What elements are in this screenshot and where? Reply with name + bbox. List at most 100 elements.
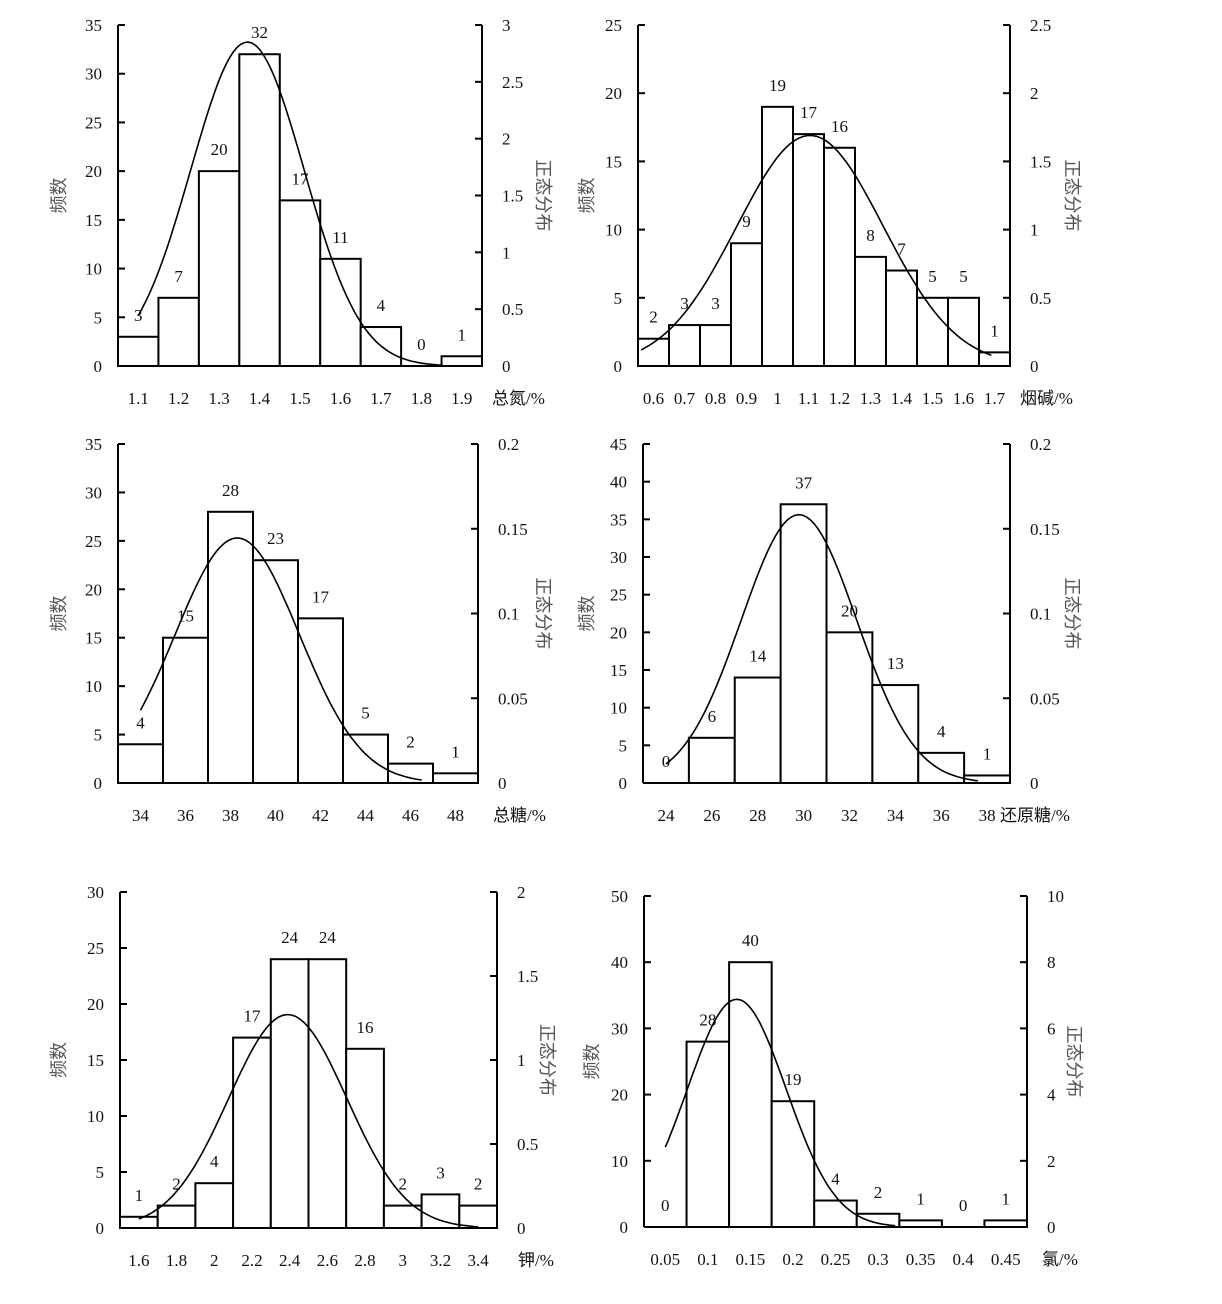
bar-value-label: 19: [769, 76, 786, 95]
histogram-bar: [668, 324, 701, 367]
x-tick-label: 40: [267, 806, 284, 825]
histogram-bar: [885, 269, 918, 367]
x-tick-label: 1.3: [208, 389, 229, 408]
y-right-tick-label: 0: [1030, 774, 1039, 793]
bar-value-label: 28: [699, 1011, 716, 1030]
histogram-bar: [238, 53, 281, 367]
y-right-tick-label: 6: [1047, 1019, 1056, 1038]
x-tick-label: 0.7: [674, 389, 696, 408]
bar-value-label: 1: [983, 744, 992, 763]
normal-distribution-curve: [138, 1013, 479, 1228]
histogram-bar: [458, 1204, 498, 1229]
y-tick-label: 5: [94, 726, 103, 745]
bar-value-label: 16: [357, 1018, 374, 1037]
y-right-tick-label: 0.1: [498, 605, 519, 624]
y-right-tick-label: 2: [502, 130, 511, 149]
y-right-tick-label: 0.15: [1030, 520, 1060, 539]
y-right-title: 正态分布: [1062, 578, 1082, 650]
y-right-tick-label: 1.5: [502, 187, 523, 206]
bar-value-label: 2: [172, 1175, 181, 1194]
y-tick-label: 0: [614, 357, 623, 376]
histogram-bar: [685, 1040, 731, 1229]
histogram-bar: [117, 743, 164, 784]
x-tick-label: 1.3: [860, 389, 881, 408]
x-tick-label: 1.4: [249, 389, 271, 408]
y-tick-label: 15: [610, 661, 627, 680]
histogram-bar: [728, 961, 773, 1228]
x-tick-label: 44: [357, 806, 375, 825]
x-tick-label: 1.6: [953, 389, 974, 408]
y-right-title: 正态分布: [1062, 160, 1082, 232]
histogram-bar: [382, 1204, 423, 1229]
y-tick-label: 5: [614, 289, 623, 308]
bar-value-label: 40: [742, 931, 759, 950]
y-left-title: 频数: [49, 178, 69, 214]
bar-value-label: 32: [251, 23, 268, 42]
bar-value-label: 4: [937, 722, 946, 741]
x-tick-label: 1.8: [411, 389, 432, 408]
y-right-tick-label: 0.05: [498, 689, 528, 708]
bar-value-label: 0: [662, 752, 671, 771]
y-tick-label: 45: [610, 435, 627, 454]
y-tick-label: 0: [620, 1218, 629, 1237]
x-tick-label: 48: [447, 806, 464, 825]
bar-value-label: 0: [417, 335, 426, 354]
y-right-tick-label: 4: [1047, 1086, 1056, 1105]
y-right-tick-label: 0.2: [1030, 435, 1051, 454]
histogram-panel-3: 4341536283823401742544246148051015202530…: [49, 435, 553, 825]
bar-value-label: 6: [708, 707, 717, 726]
histogram-bar: [432, 772, 479, 784]
y-right-tick-label: 1.5: [1030, 152, 1051, 171]
bar-value-label: 14: [749, 647, 767, 666]
y-tick-label: 0: [94, 357, 103, 376]
x-tick-label: 32: [841, 806, 858, 825]
x-tick-label: 1.6: [330, 389, 351, 408]
x-tick-label: 2.6: [317, 1251, 338, 1270]
bar-value-label: 1: [990, 321, 999, 340]
x-tick-label: 42: [312, 806, 329, 825]
bar-value-label: 0: [959, 1196, 968, 1215]
histogram-bar: [823, 146, 856, 367]
y-left-title: 频数: [582, 1044, 602, 1080]
x-tick-label: 1.2: [168, 389, 189, 408]
histogram-panel-5: 1 1.6 2 1.8 4 2 17 2.2 24 2.4 24 2.6 16 2.8 2 3 3 3.2 2 3.4…: [49, 883, 557, 1270]
x-tick-label: 1.1: [798, 389, 819, 408]
x-tick-label: 1.7: [370, 389, 392, 408]
y-right-tick-label: 0.05: [1030, 689, 1060, 708]
x-tick-label: 3: [399, 1251, 408, 1270]
bar-value-label: 16: [831, 117, 848, 136]
bar-value-label: 7: [174, 267, 183, 286]
y-tick-label: 30: [85, 483, 102, 502]
histogram-bar: [269, 958, 310, 1229]
bar-value-label: 17: [243, 1007, 261, 1026]
y-tick-label: 20: [85, 162, 102, 181]
x-tick-label: 1.2: [829, 389, 850, 408]
y-right-tick-label: 0.2: [498, 435, 519, 454]
histogram-bar: [420, 1193, 461, 1230]
histogram-bar: [278, 199, 322, 367]
y-right-tick-label: 0: [517, 1219, 526, 1238]
histogram-bar: [194, 1182, 235, 1229]
histogram-bar: [871, 684, 920, 784]
y-tick-label: 50: [611, 887, 628, 906]
y-tick-label: 5: [94, 308, 103, 327]
histogram-bar: [440, 355, 483, 367]
bar-value-label: 4: [136, 713, 145, 732]
bar-value-label: 1: [1001, 1189, 1010, 1208]
y-right-tick-label: 2: [1030, 84, 1039, 103]
histogram-panel-4: 0 24 6 26 14 28 37 30 20 32 13 34 4 36 1 38 0 5 10 15 20 25 30…: [577, 435, 1082, 825]
x-tick-label: 2: [210, 1251, 219, 1270]
bar-value-label: 1: [135, 1186, 144, 1205]
histogram-bar: [825, 631, 874, 784]
y-left-title: 频数: [49, 1042, 69, 1078]
y-tick-label: 20: [611, 1086, 628, 1105]
y-tick-label: 25: [85, 532, 102, 551]
x-tick-label: 34: [132, 806, 150, 825]
bar-value-label: 9: [742, 212, 751, 231]
y-right-tick-label: 2.5: [1030, 16, 1051, 35]
normal-distribution-curve: [139, 537, 422, 781]
x-tick-label: 1.9: [451, 389, 472, 408]
histogram-bar: [687, 736, 736, 784]
y-tick-label: 5: [96, 1163, 105, 1182]
y-right-tick-label: 2: [517, 883, 526, 902]
